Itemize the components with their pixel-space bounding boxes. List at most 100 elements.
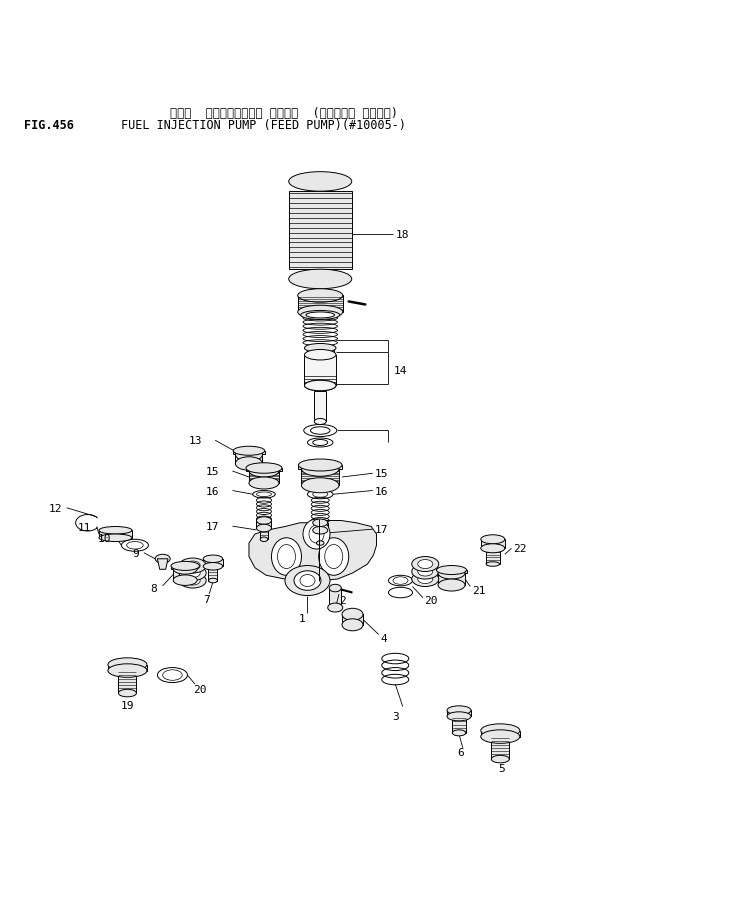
Bar — [261, 528, 268, 539]
Ellipse shape — [309, 526, 324, 543]
Polygon shape — [249, 521, 376, 581]
Ellipse shape — [277, 545, 295, 569]
Bar — [246, 469, 282, 471]
Ellipse shape — [173, 564, 197, 574]
Ellipse shape — [301, 461, 339, 477]
Text: 2: 2 — [339, 596, 346, 606]
Text: 3: 3 — [392, 710, 398, 720]
Text: 20: 20 — [425, 596, 438, 606]
Bar — [312, 523, 328, 530]
Bar — [249, 471, 279, 483]
Ellipse shape — [298, 460, 342, 471]
Ellipse shape — [249, 478, 279, 490]
Ellipse shape — [329, 584, 341, 592]
Ellipse shape — [288, 173, 352, 192]
Ellipse shape — [480, 730, 520, 743]
Bar — [306, 348, 334, 356]
Ellipse shape — [418, 567, 433, 576]
Bar — [297, 296, 343, 312]
Text: 22: 22 — [513, 544, 526, 553]
Bar — [329, 588, 341, 607]
Ellipse shape — [312, 527, 328, 535]
Ellipse shape — [301, 478, 339, 494]
Ellipse shape — [491, 755, 509, 763]
Ellipse shape — [171, 562, 200, 571]
Bar — [288, 192, 352, 270]
Ellipse shape — [179, 566, 206, 581]
Ellipse shape — [486, 562, 499, 567]
Text: 15: 15 — [206, 467, 219, 476]
Bar — [99, 530, 132, 539]
Text: 1: 1 — [299, 613, 306, 623]
Polygon shape — [157, 559, 168, 570]
Ellipse shape — [480, 724, 520, 738]
Ellipse shape — [412, 557, 439, 572]
Text: 19: 19 — [120, 700, 134, 710]
Ellipse shape — [412, 564, 439, 579]
Ellipse shape — [412, 572, 439, 587]
Ellipse shape — [304, 350, 336, 360]
Bar — [304, 356, 336, 386]
Ellipse shape — [314, 419, 326, 425]
Ellipse shape — [297, 306, 343, 320]
Text: 10: 10 — [97, 533, 111, 543]
Ellipse shape — [155, 555, 170, 563]
Bar — [171, 566, 200, 569]
Bar — [314, 392, 326, 422]
Bar — [298, 466, 342, 470]
Bar — [453, 717, 466, 733]
Ellipse shape — [288, 270, 352, 289]
Bar — [203, 559, 223, 567]
Text: 21: 21 — [472, 584, 485, 595]
Bar — [236, 455, 263, 464]
Ellipse shape — [233, 447, 265, 456]
Text: FIG.456: FIG.456 — [24, 119, 74, 132]
Ellipse shape — [99, 527, 132, 535]
Ellipse shape — [306, 312, 334, 319]
Ellipse shape — [304, 380, 336, 391]
Bar — [118, 671, 136, 693]
Text: 7: 7 — [203, 594, 210, 604]
Text: FUEL INJECTION PUMP (FEED PUMP)(#10005-): FUEL INJECTION PUMP (FEED PUMP)(#10005-) — [121, 119, 407, 132]
Text: 17: 17 — [206, 522, 219, 531]
Text: 6: 6 — [457, 747, 464, 757]
Ellipse shape — [236, 458, 263, 471]
Ellipse shape — [118, 689, 136, 698]
Text: 9: 9 — [132, 548, 139, 558]
Ellipse shape — [306, 351, 334, 360]
Ellipse shape — [303, 519, 330, 550]
Ellipse shape — [209, 579, 218, 584]
Ellipse shape — [447, 712, 471, 721]
Ellipse shape — [304, 344, 336, 353]
Ellipse shape — [261, 538, 268, 542]
Text: 18: 18 — [395, 230, 409, 240]
Ellipse shape — [438, 579, 465, 592]
Bar — [438, 573, 465, 585]
Ellipse shape — [257, 525, 272, 532]
Text: 16: 16 — [375, 486, 389, 496]
Ellipse shape — [342, 619, 363, 631]
Bar — [480, 731, 520, 737]
Ellipse shape — [179, 559, 206, 573]
Ellipse shape — [300, 575, 315, 587]
Ellipse shape — [480, 535, 505, 544]
Text: 14: 14 — [394, 366, 407, 375]
Ellipse shape — [316, 541, 324, 546]
Text: 4: 4 — [380, 633, 387, 643]
Text: 8: 8 — [150, 584, 157, 594]
Ellipse shape — [285, 566, 330, 596]
Text: 16: 16 — [206, 486, 219, 496]
Text: 11: 11 — [78, 522, 91, 532]
Ellipse shape — [325, 545, 343, 569]
Text: 20: 20 — [194, 684, 207, 694]
Ellipse shape — [342, 608, 363, 620]
Ellipse shape — [108, 664, 147, 677]
Ellipse shape — [304, 380, 336, 391]
Ellipse shape — [453, 730, 466, 736]
Ellipse shape — [297, 289, 343, 303]
Ellipse shape — [447, 706, 471, 715]
Ellipse shape — [246, 463, 282, 473]
Ellipse shape — [438, 567, 465, 579]
Text: 12: 12 — [49, 504, 62, 513]
Ellipse shape — [437, 566, 467, 575]
